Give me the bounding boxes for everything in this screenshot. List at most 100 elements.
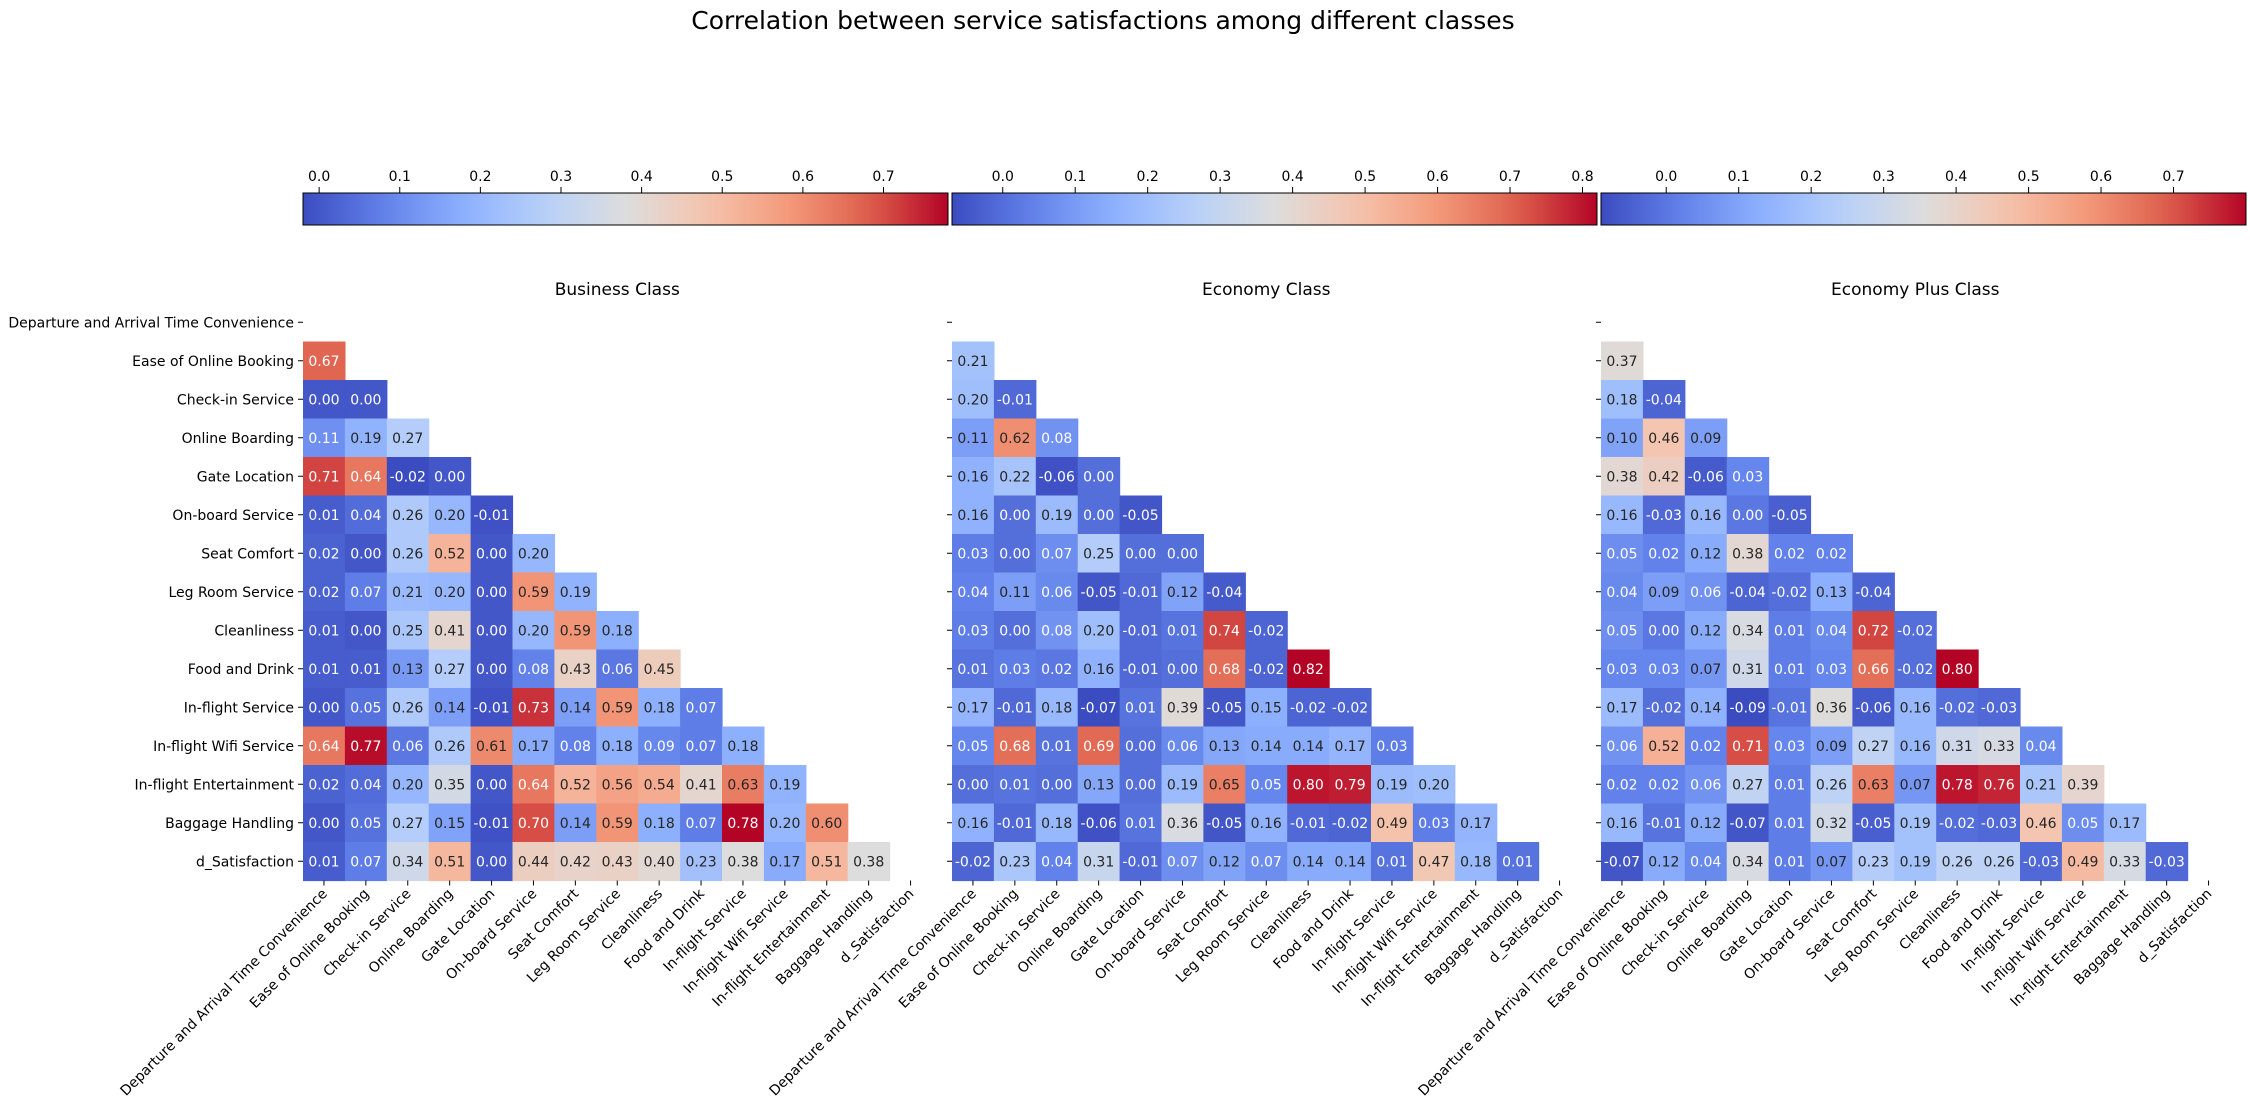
cell-value-label: 0.00 — [1732, 508, 1763, 524]
heatmap-cell — [554, 688, 597, 728]
heatmap-cell — [952, 457, 995, 497]
heatmap-cell — [1203, 649, 1246, 689]
colorbar-tick-label: 0.6 — [1426, 169, 1448, 185]
heatmap-cell — [1035, 611, 1079, 651]
heatmap-cell — [303, 534, 346, 574]
heatmap-cell — [1245, 803, 1288, 843]
cell-value-label: 0.79 — [1334, 777, 1365, 793]
y-tick-label: In-flight Service — [184, 700, 294, 716]
cell-value-label: -0.01 — [1646, 816, 1682, 832]
heatmap-cell — [638, 803, 681, 843]
heatmap-cell — [596, 842, 639, 882]
heatmap-cell — [554, 611, 597, 651]
heatmap-cell — [1642, 649, 1686, 689]
y-tick-label: Check-in Service — [177, 392, 294, 408]
cell-value-label: 0.42 — [560, 854, 591, 870]
heatmap-cell — [1601, 418, 1644, 458]
cell-value-label: 0.16 — [1251, 816, 1282, 832]
heatmap-cell — [1810, 842, 1853, 882]
y-tick-label: Gate Location — [197, 469, 294, 485]
cell-value-label: 0.82 — [1293, 662, 1324, 678]
cell-value-label: 0.18 — [1041, 700, 1072, 716]
heatmap-cell — [1768, 803, 1812, 843]
cell-value-label: 0.09 — [1648, 585, 1679, 601]
cell-value-label: 0.39 — [1167, 700, 1198, 716]
heatmap-cell — [1810, 649, 1853, 689]
cell-value-label: -0.06 — [1855, 700, 1891, 716]
heatmap-cell — [1035, 418, 1079, 458]
colorbar-tick-label: 0.5 — [711, 169, 733, 185]
x-tick-label: Gate Location — [418, 886, 498, 966]
heatmap-cell — [993, 457, 1037, 497]
cell-value-label: 0.03 — [1816, 662, 1847, 678]
cell-value-label: 0.04 — [350, 508, 381, 524]
cell-value-label: 0.25 — [1083, 546, 1114, 562]
heatmap-cell — [428, 765, 472, 805]
heatmap-cell — [1684, 611, 1728, 651]
heatmap-cell — [993, 765, 1037, 805]
heatmap-cell — [1035, 803, 1079, 843]
cell-value-label: 0.01 — [1774, 623, 1805, 639]
heatmap-cell — [1119, 688, 1163, 728]
heatmap-cell — [1119, 495, 1163, 535]
heatmap-cell — [1287, 803, 1330, 843]
heatmap-cell — [1852, 803, 1895, 843]
cell-value-label: 0.16 — [1900, 700, 1931, 716]
heatmap-cell — [1203, 688, 1246, 728]
cell-value-label: 0.27 — [392, 816, 423, 832]
heatmap-cell — [1245, 765, 1288, 805]
heatmap-cell — [847, 842, 891, 882]
heatmap-cell — [386, 534, 430, 574]
cell-value-label: 0.36 — [1816, 700, 1847, 716]
heatmap-cell — [1852, 765, 1895, 805]
heatmap-cell — [303, 572, 346, 612]
heatmap-cell — [1768, 534, 1812, 574]
heatmap-cell — [1601, 341, 1644, 381]
heatmap-cell — [386, 803, 430, 843]
cell-value-label: 0.02 — [1774, 546, 1805, 562]
heatmap-cell — [2061, 765, 2105, 805]
cell-value-label: 0.21 — [957, 354, 988, 370]
cell-value-label: 0.23 — [1858, 854, 1889, 870]
cell-value-label: 0.72 — [1858, 623, 1889, 639]
cell-value-label: -0.04 — [1855, 585, 1891, 601]
heatmap-cell — [1601, 688, 1644, 728]
cell-value-label: -0.02 — [1897, 662, 1933, 678]
heatmap-cell — [1035, 688, 1079, 728]
cell-value-label: 0.49 — [1376, 816, 1407, 832]
cell-value-label: 0.34 — [1732, 623, 1763, 639]
cell-value-label: 0.00 — [1648, 623, 1679, 639]
heatmap-cell — [1936, 803, 1979, 843]
heatmap-cell — [1119, 726, 1163, 766]
cell-value-label: 0.18 — [644, 700, 675, 716]
heatmap-cell — [428, 572, 472, 612]
heatmap-cell — [1642, 534, 1686, 574]
heatmap-cell — [1161, 842, 1204, 882]
cell-value-label: 0.16 — [957, 816, 988, 832]
cell-value-label: -0.02 — [1771, 585, 1807, 601]
cell-value-label: 0.00 — [350, 392, 381, 408]
heatmap-cell — [1161, 572, 1204, 612]
heatmap-cell — [1161, 803, 1204, 843]
heatmap-cell — [1894, 842, 1937, 882]
heatmap-cell — [1601, 803, 1644, 843]
cell-value-label: 0.00 — [476, 585, 507, 601]
cell-value-label: 0.06 — [602, 662, 633, 678]
cell-value-label: 0.35 — [434, 777, 465, 793]
heatmap-cell — [1642, 380, 1686, 420]
heatmap-cell — [1496, 842, 1540, 882]
heatmap-cell — [1726, 649, 1770, 689]
cell-value-label: 0.41 — [434, 623, 465, 639]
colorbar — [951, 192, 1598, 226]
heatmap-cell — [1852, 842, 1895, 882]
colorbar-tick-label: 0.1 — [1064, 169, 1086, 185]
heatmap-cell — [805, 803, 849, 843]
heatmap-cell — [1287, 688, 1330, 728]
heatmap-cell — [1684, 649, 1728, 689]
y-tick-label: Leg Room Service — [168, 585, 294, 601]
heatmap-cell — [680, 688, 723, 728]
cell-value-label: -0.01 — [473, 816, 509, 832]
cell-value-label: 0.12 — [1209, 854, 1240, 870]
heatmap-cell — [1077, 842, 1121, 882]
cell-value-label: -0.01 — [997, 700, 1033, 716]
